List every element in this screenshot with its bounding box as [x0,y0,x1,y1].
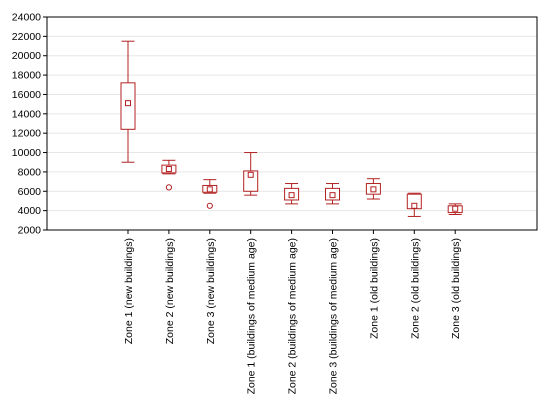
outlier-point [165,184,172,191]
x-tick-label: Zone 1 (buildings of medium age) [246,238,258,394]
x-tick-label: Zone 3 (buildings of medium age) [328,238,340,394]
box-4 [243,152,259,196]
y-tick-label: 10000 [12,147,41,159]
median-marker [125,100,131,107]
outlier-point [206,202,213,209]
median-marker [165,166,172,173]
median-marker [206,186,213,193]
x-tick-label: Zone 2 (new buildings) [164,238,176,344]
y-tick-label: 8000 [18,166,42,178]
y-tick-label: 22000 [12,31,41,43]
box-9 [447,203,463,216]
x-tick-label: Zone 2 (buildings of medium age) [287,238,299,394]
box-8 [406,192,422,217]
y-tick-label: 4000 [18,205,42,217]
median-marker [452,205,459,212]
x-tick-label: Zone 3 (old buildings) [450,238,462,339]
y-tick-label: 14000 [12,108,41,120]
box-6 [325,183,340,205]
y-tick-label: 18000 [12,70,41,82]
x-tick-label: Zone 1 (old buildings) [368,238,380,339]
x-tick-label: Zone 2 (old buildings) [409,238,421,339]
median-marker [370,186,377,193]
box-series [120,40,463,217]
median-marker [247,171,254,178]
box-7 [365,178,381,200]
x-tick-label: Zone 3 (new buildings) [205,238,217,344]
box-5 [284,183,300,205]
box-2 [161,159,177,191]
y-tick-label: 6000 [18,186,42,198]
y-tick-label: 2000 [18,225,42,237]
y-tick-label: 12000 [12,128,41,140]
x-tick-label: Zone 1 (new buildings) [123,238,135,344]
y-tick-label: 24000 [12,12,41,24]
median-marker [288,192,295,199]
y-tick-label: 20000 [12,50,41,62]
box-3 [202,179,218,209]
iqr-box [243,170,259,192]
y-axis: 2000 4000 6000 8000 10000 12000 14000 16000 1800… [12,12,47,237]
x-axis: Zone 1 (new buildings) Zone 2 (new buildi… [123,230,462,394]
y-tick-label: 16000 [12,89,41,101]
median-marker [329,192,336,199]
box-1 [120,40,136,163]
median-marker [411,202,418,209]
